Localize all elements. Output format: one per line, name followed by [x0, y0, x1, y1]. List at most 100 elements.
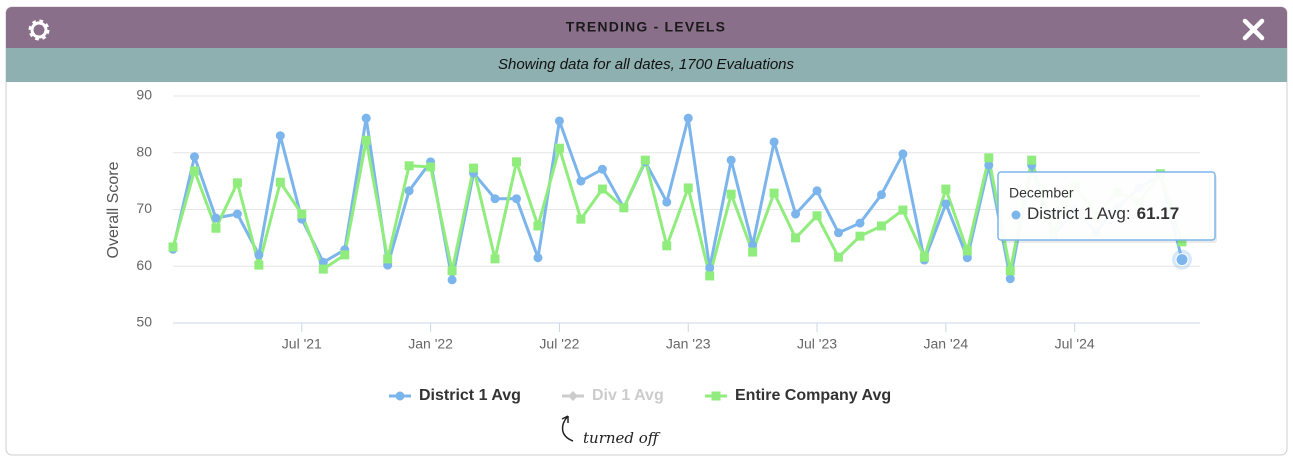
- data-point: [748, 240, 758, 250]
- data-point: [211, 213, 221, 223]
- tooltip-row: District 1 Avg: 61.17: [1027, 204, 1179, 223]
- legend-marker: [568, 391, 578, 401]
- data-point: [705, 271, 715, 281]
- y-axis-title: Overall Score: [105, 161, 122, 258]
- y-tick-label: 50: [136, 314, 152, 330]
- y-tick-label: 60: [136, 257, 152, 273]
- y-tick-label: 80: [136, 143, 152, 159]
- data-point: [941, 199, 951, 209]
- tooltip-label: District 1 Avg:: [1027, 204, 1131, 223]
- y-tick-label: 90: [136, 87, 152, 103]
- data-point: [404, 161, 414, 171]
- data-point: [919, 252, 929, 262]
- data-point: [834, 228, 844, 238]
- data-point: [876, 190, 886, 200]
- data-point: [962, 253, 972, 263]
- data-point: [791, 209, 801, 219]
- close-button[interactable]: [1242, 18, 1265, 41]
- data-point: [791, 233, 801, 243]
- legend-item[interactable]: District 1 Avg: [389, 387, 521, 404]
- data-point: [1005, 274, 1015, 284]
- data-point: [962, 246, 972, 256]
- data-point: [426, 162, 436, 172]
- data-point: [597, 164, 607, 174]
- data-point: [361, 113, 371, 123]
- data-point: [232, 209, 242, 219]
- data-point: [447, 266, 457, 276]
- legend-item[interactable]: Entire Company Avg: [705, 387, 891, 404]
- data-point: [941, 184, 951, 194]
- data-point: [254, 250, 264, 260]
- data-point: [168, 242, 178, 252]
- data-point: [726, 189, 736, 199]
- data-point: [1005, 266, 1015, 276]
- data-point: [383, 254, 393, 264]
- data-point: [769, 188, 779, 198]
- data-point: [189, 152, 199, 162]
- x-tick-label: Jan '23: [666, 336, 711, 352]
- data-point: [533, 221, 543, 231]
- data-point: [469, 163, 479, 173]
- legend-marker: [395, 391, 405, 401]
- data-point: [318, 264, 328, 274]
- data-point: [189, 166, 199, 176]
- data-point: [597, 184, 607, 194]
- data-point: [619, 203, 629, 213]
- data-point: [511, 194, 521, 204]
- x-tick-label: Jul '22: [539, 336, 579, 352]
- data-point: [1177, 237, 1187, 247]
- annotation-text: turned off: [583, 429, 661, 447]
- data-point: [361, 135, 371, 145]
- data-point: [447, 275, 457, 285]
- data-point: [404, 186, 414, 196]
- data-point: [812, 211, 822, 221]
- data-point: [855, 231, 865, 241]
- data-point: [834, 252, 844, 262]
- legend-label: Entire Company Avg: [735, 387, 891, 404]
- data-point: [855, 218, 865, 228]
- hover-point: [1175, 253, 1189, 267]
- data-point: [232, 178, 242, 188]
- data-point: [511, 157, 521, 167]
- x-tick-label: Jul '23: [797, 336, 837, 352]
- data-point: [490, 254, 500, 264]
- data-point: [576, 176, 586, 186]
- x-tick-label: Jan '22: [408, 336, 453, 352]
- data-point: [211, 223, 221, 233]
- tooltip: December District 1 Avg: 61.17: [997, 171, 1217, 243]
- data-point: [662, 241, 672, 251]
- legend-item[interactable]: Div 1 Avg: [562, 387, 664, 404]
- data-point: [340, 250, 350, 260]
- data-point: [554, 143, 564, 153]
- legend-marker: [711, 391, 721, 401]
- y-tick-label: 70: [136, 200, 152, 216]
- subtitle-bar: [6, 48, 1287, 82]
- header-bar: [6, 7, 1287, 48]
- data-point: [297, 209, 307, 219]
- x-tick-label: Jul '24: [1055, 336, 1095, 352]
- header-subtitle: Showing data for all dates, 1700 Evaluat…: [498, 56, 795, 73]
- header-title: TRENDING - LEVELS: [566, 19, 726, 35]
- x-tick-label: Jul '21: [282, 336, 322, 352]
- data-point: [683, 113, 693, 123]
- data-point: [576, 214, 586, 224]
- tooltip-box: [997, 171, 1216, 241]
- data-point: [490, 194, 500, 204]
- settings-button[interactable]: [28, 19, 50, 41]
- data-point: [318, 257, 328, 267]
- data-point: [1027, 155, 1037, 165]
- annotation: turned off: [561, 415, 661, 447]
- data-point: [275, 177, 285, 187]
- data-point: [275, 131, 285, 141]
- tooltip-header: December: [1009, 185, 1074, 201]
- data-point: [705, 263, 715, 273]
- data-point: [984, 153, 994, 163]
- data-point: [254, 260, 264, 270]
- data-point: [662, 197, 672, 207]
- data-point: [984, 160, 994, 170]
- legend-label: Div 1 Avg: [592, 387, 664, 404]
- legend-label: District 1 Avg: [419, 387, 521, 404]
- data-point: [640, 155, 650, 165]
- data-point: [769, 137, 779, 147]
